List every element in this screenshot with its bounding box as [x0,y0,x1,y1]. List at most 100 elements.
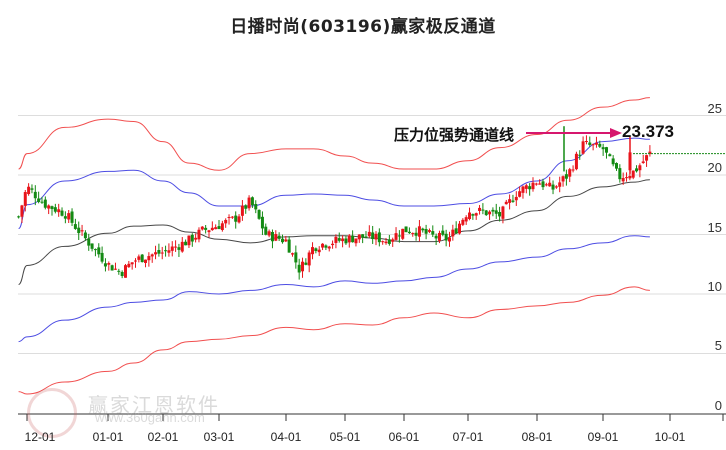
candle [194,237,198,240]
candle [354,238,358,244]
x-tick-06-01: 06-01 [388,430,420,444]
candle [274,234,278,241]
candle [83,232,87,239]
y-tick-5: 5 [714,338,722,353]
candle [498,211,502,217]
candle [157,250,161,254]
base-black-line [18,179,650,285]
candle [361,234,365,238]
lower-blue-band-line [18,235,650,343]
candle [187,235,191,246]
candle [484,210,488,216]
candle [70,211,74,223]
candle [227,217,231,219]
candle [267,231,271,236]
candle [558,182,562,187]
candle [468,212,472,220]
candle [324,245,328,248]
candle [197,229,201,240]
candle [120,272,124,277]
candle [270,231,274,242]
candle [244,205,248,209]
candle [591,144,595,146]
candle [287,239,291,253]
candle [534,183,538,185]
candle [234,215,238,222]
candle [40,201,44,203]
candle [331,243,335,246]
candle [77,227,81,234]
candle [441,230,445,235]
candle [164,250,168,252]
x-tick-05-01: 05-01 [329,430,361,444]
watermark-brand: 赢家江恩软件 [88,393,220,417]
candle [50,206,54,210]
candle [311,247,315,255]
candle [204,227,208,230]
candle [494,210,498,214]
candle [548,182,552,187]
candle [180,241,184,252]
candle [100,252,104,262]
candle [514,196,518,201]
candle [277,235,281,239]
candle [364,236,368,238]
annotation-label: 压力位强势通道线 [394,126,515,144]
candle [190,234,194,242]
candle [561,176,565,182]
candle [421,228,425,231]
candle [588,142,592,145]
candle [518,191,522,197]
candle [417,226,421,237]
candle [20,205,24,217]
y-tick-0: 0 [714,398,722,413]
candle [17,216,21,218]
candle [167,250,171,253]
candle [628,175,632,179]
candle [341,238,345,242]
candle [317,249,321,253]
candle [63,216,67,219]
candle [437,232,441,241]
candle [351,235,355,243]
x-tick-04-01: 04-01 [270,430,302,444]
candle [177,247,181,250]
lower-red-band-line [18,286,650,395]
candle [404,226,408,233]
candle [431,231,435,235]
candle [367,231,371,237]
candle [80,230,84,232]
candle [464,217,468,222]
candle [33,191,37,199]
candle [43,199,47,208]
candle [321,243,325,248]
candle [481,209,485,211]
candle [618,168,622,180]
candle [424,229,428,234]
candle [284,239,288,242]
candle [224,219,228,224]
candle [571,169,575,171]
x-tick-07-01: 07-01 [452,430,484,444]
watermark-url: www.360gann.com [95,410,205,425]
candle [638,165,642,171]
candle [584,141,588,143]
candle [97,247,101,255]
candle [598,143,602,147]
candle [407,231,411,234]
candle [451,229,455,237]
candle [491,209,495,212]
candle [337,238,341,241]
candle [280,238,284,243]
channel-bands [18,97,650,395]
candle [117,270,121,272]
candle [200,226,204,230]
candle [27,186,31,195]
candle [381,241,385,243]
x-tick-08-01: 08-01 [521,430,553,444]
candle [544,184,548,186]
y-tick-15: 15 [707,220,722,235]
candle [207,230,211,233]
candle [130,262,134,265]
candle [511,200,515,202]
